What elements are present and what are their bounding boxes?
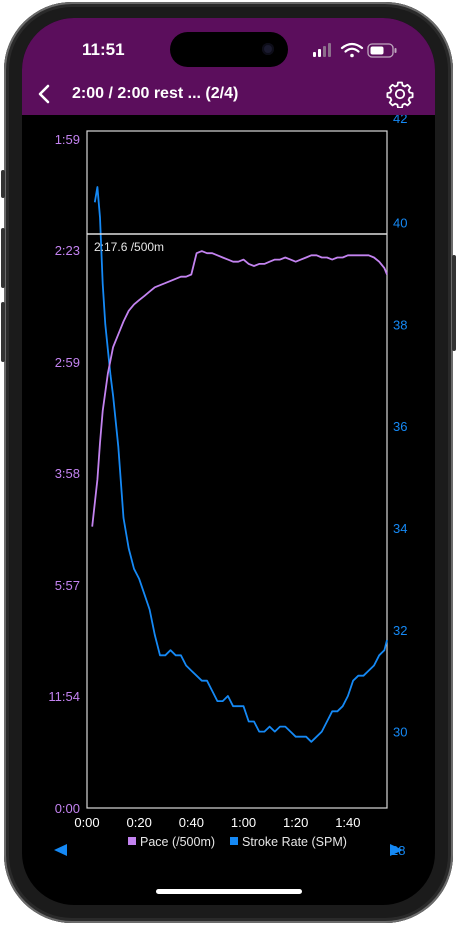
wifi-icon bbox=[340, 42, 364, 58]
left-axis-tick-label: 2:59 bbox=[55, 355, 80, 370]
cellular-signal-icon bbox=[313, 43, 331, 57]
legend-swatch-stroke-rate bbox=[230, 837, 238, 845]
x-axis: 0:00 0:20 0:40 1:00 1:20 1:40 bbox=[74, 815, 360, 830]
x-axis-tick-label: 0:00 bbox=[74, 815, 99, 830]
legend-swatch-pace bbox=[128, 837, 136, 845]
left-axis-tick-label: 5:57 bbox=[55, 578, 80, 593]
left-axis-tick-label: 1:59 bbox=[55, 132, 80, 147]
left-axis-tick-label: 0:00 bbox=[55, 801, 80, 816]
right-axis-tick-label: 38 bbox=[393, 317, 407, 332]
x-axis-tick-label: 1:20 bbox=[283, 815, 308, 830]
status-time: 11:51 bbox=[82, 40, 125, 59]
camera-icon bbox=[262, 43, 274, 55]
next-interval-button[interactable] bbox=[390, 844, 403, 856]
x-axis-tick-label: 0:20 bbox=[127, 815, 152, 830]
x-axis-tick-label: 1:00 bbox=[231, 815, 256, 830]
legend: Pace (/500m) Stroke Rate (SPM) bbox=[128, 835, 347, 849]
left-axis-tick-label: 11:54 bbox=[48, 689, 80, 704]
triangle-right-icon bbox=[390, 844, 403, 856]
dynamic-island bbox=[170, 32, 288, 67]
mute-switch bbox=[1, 170, 5, 198]
volume-down-button bbox=[1, 302, 5, 362]
right-axis-tick-label: 42 bbox=[393, 115, 407, 126]
home-indicator[interactable] bbox=[156, 889, 302, 894]
page-title: 2:00 / 2:00 rest ... (2/4) bbox=[72, 85, 239, 102]
chevron-left-icon bbox=[38, 84, 50, 104]
battery-icon bbox=[367, 43, 397, 58]
legend-label-pace: Pace (/500m) bbox=[140, 835, 215, 849]
right-axis-tick-label: 40 bbox=[393, 216, 407, 231]
right-axis-tick-label: 34 bbox=[393, 521, 407, 536]
right-axis-tick-label: 32 bbox=[393, 623, 407, 638]
gear-icon bbox=[386, 81, 414, 109]
back-button[interactable] bbox=[34, 82, 58, 106]
right-axis: 3032343638404228 bbox=[391, 115, 407, 858]
previous-interval-button[interactable] bbox=[54, 844, 67, 856]
left-axis-tick-label: 3:58 bbox=[55, 466, 80, 481]
plot-area-frame bbox=[86, 130, 388, 809]
reference-line-label: 2:17.6 /500m bbox=[94, 240, 164, 254]
right-axis-tick-label: 30 bbox=[393, 725, 407, 740]
triangle-left-icon bbox=[54, 844, 67, 856]
legend-label-stroke-rate: Stroke Rate (SPM) bbox=[242, 835, 347, 849]
right-axis-tick-label: 36 bbox=[393, 419, 407, 434]
x-axis-tick-label: 0:40 bbox=[179, 815, 204, 830]
power-button bbox=[452, 255, 456, 351]
series-line-pace bbox=[91, 250, 388, 527]
left-axis: 0:00 11:54 5:57 3:58 2:59 2:23 1:59 bbox=[48, 132, 80, 816]
series-line-stroke-rate bbox=[93, 186, 388, 743]
screen: 11:51 2:00 / bbox=[22, 18, 435, 905]
settings-button[interactable] bbox=[386, 80, 414, 109]
volume-up-button bbox=[1, 228, 5, 288]
chart: 0:00 11:54 5:57 3:58 2:59 2:23 1:59 30 32 34 36 38… bbox=[48, 115, 407, 858]
left-axis-tick-label: 2:23 bbox=[55, 243, 80, 258]
status-icons bbox=[312, 42, 422, 60]
x-axis-tick-label: 1:40 bbox=[335, 815, 360, 830]
